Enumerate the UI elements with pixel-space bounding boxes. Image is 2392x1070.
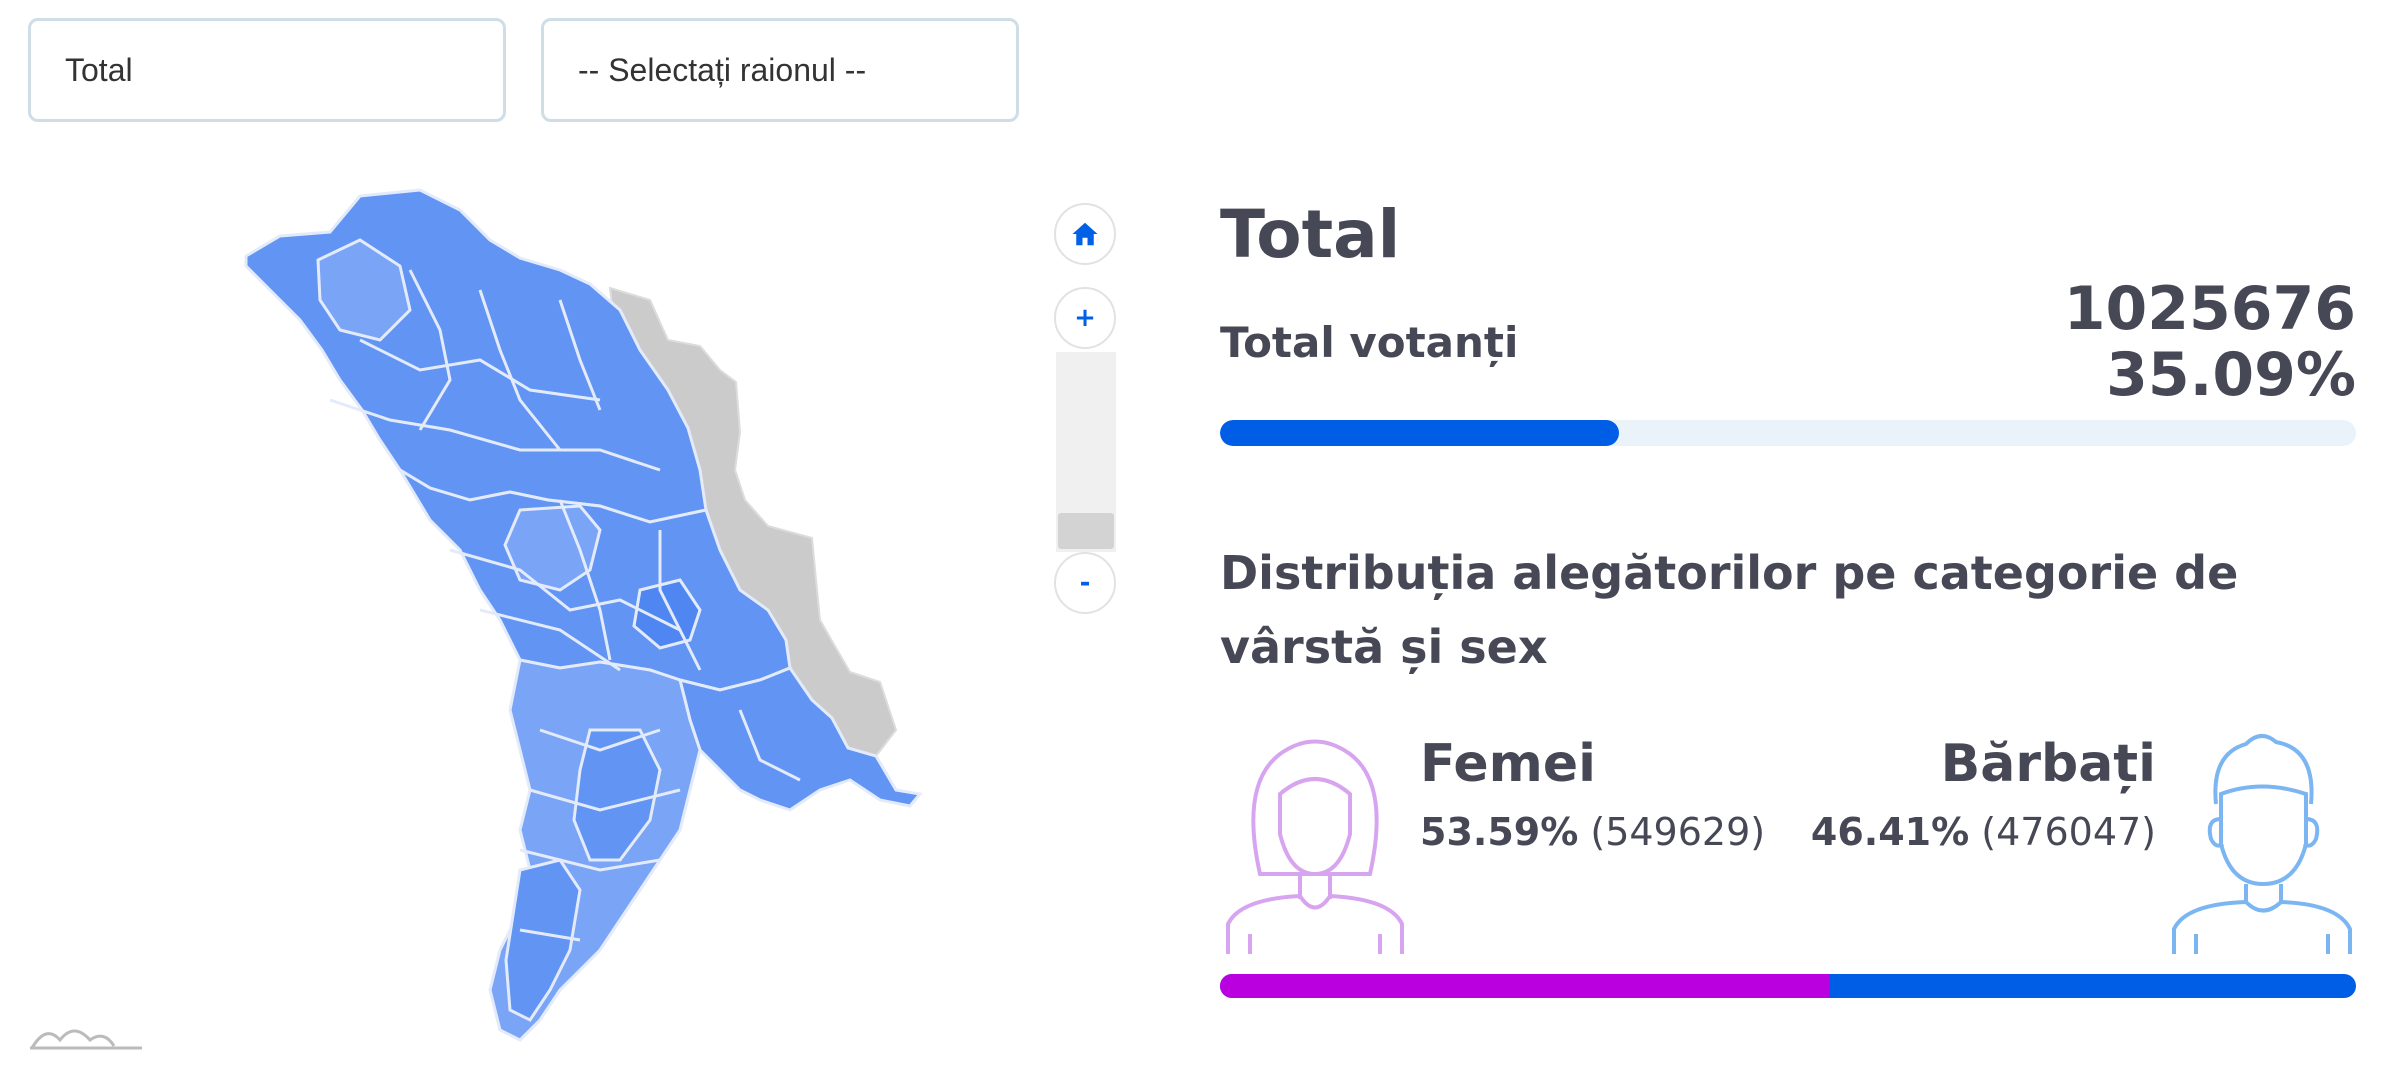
gender-distribution: Femei 53.59% (549629) Bărbați 46.41% (47… [1220,724,2356,974]
region-type-value: Total [65,51,133,88]
map-region-south-east[interactable] [677,666,923,812]
map-home-button[interactable] [1054,203,1116,265]
male-avatar-icon [2172,734,2352,954]
map-region-nw[interactable] [316,238,412,342]
map-region-chisinau[interactable] [632,578,702,650]
district-borders [329,269,801,942]
male-label: Bărbați [1940,734,2156,794]
female-value: 53.59% (549629) [1420,810,1765,854]
voters-label: Total votanți [1220,318,1519,367]
moldova-map[interactable] [0,170,1020,1070]
voters-count: 1025676 [2063,274,2356,344]
map-region-gagauzia[interactable] [572,728,662,862]
map-region-cahul[interactable] [504,858,582,1022]
zoom-slider-thumb[interactable] [1058,513,1114,549]
gender-split-female [1220,974,1829,998]
distribution-title: Distribuția alegătorilor pe categorie de… [1220,546,2239,674]
map-credits-logo[interactable] [30,1018,142,1054]
gender-split-bar [1220,974,2356,998]
turnout-progress-fill [1220,420,1619,446]
zoom-in-button[interactable]: + [1054,287,1116,349]
voters-percent: 35.09% [2106,340,2356,410]
district-placeholder: -- Selectați raionul -- [578,51,867,88]
stats-panel: Total Total votanți 1025676 35.09% Distr… [1220,190,2356,998]
home-icon [1072,222,1098,246]
zoom-out-button[interactable]: - [1054,552,1116,614]
male-value: 46.41% (476047) [1811,810,2156,854]
male-count: (476047) [1981,810,2156,854]
map-region-north[interactable] [244,188,708,524]
male-percent: 46.41% [1810,810,1970,854]
panel-title: Total [1220,196,1401,273]
female-label: Femei [1420,734,1596,794]
zoom-out-label: - [1079,568,1091,598]
district-select[interactable]: -- Selectați raionul -- [541,18,1019,122]
turnout-progress-bar [1220,420,2356,446]
female-count: (549629) [1590,810,1766,854]
region-type-select[interactable]: Total [28,18,506,122]
female-avatar-icon [1226,739,1404,954]
voters-row: Total votanți 1025676 35.09% [1220,274,2356,418]
zoom-in-label: + [1074,303,1096,333]
map-svg[interactable] [0,170,1020,1070]
female-percent: 53.59% [1420,810,1579,854]
map-region-center-west[interactable] [503,504,602,592]
